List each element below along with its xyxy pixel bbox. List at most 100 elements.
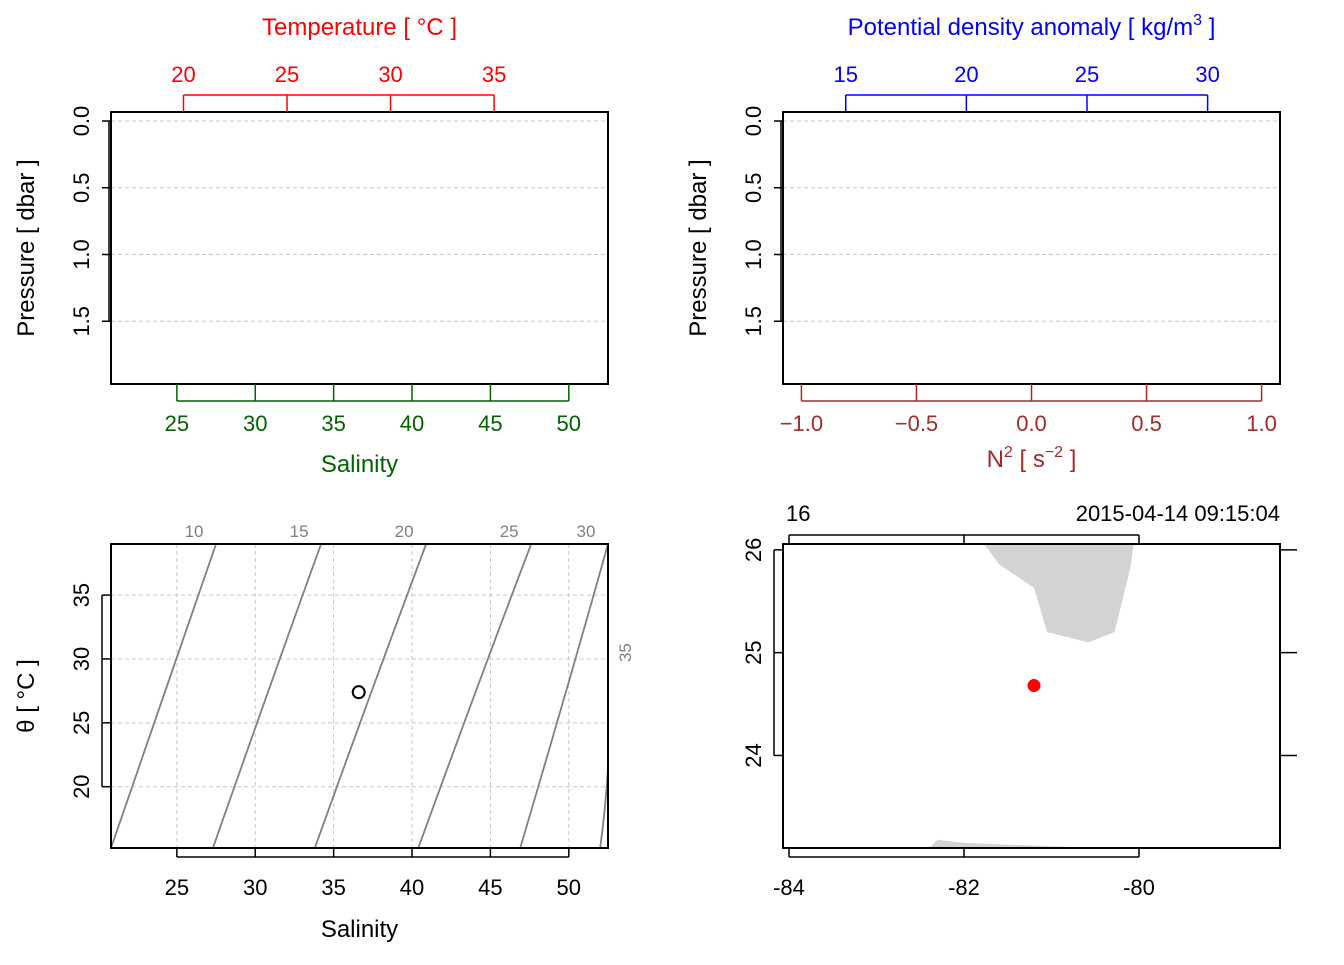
n2-axis-title-sup2: −2 <box>1045 444 1063 461</box>
ts-profile-frame <box>110 111 609 385</box>
density-axis-title-main: Potential density anomaly [ kg/m <box>848 14 1194 41</box>
isopycnal-line <box>111 544 217 848</box>
land-group <box>929 544 1134 848</box>
land-polygon <box>929 839 1096 848</box>
pressure-tick-label: 1.0 <box>69 239 94 270</box>
pressure-tick-label-group: 1.5 <box>69 306 94 337</box>
isopycnal-label: 25 <box>500 522 519 541</box>
temperature-tick-label: 35 <box>482 62 506 87</box>
theta-tick-label: 30 <box>69 647 94 671</box>
temperature-tick-label: 30 <box>378 62 402 87</box>
salinity-tick-label: 25 <box>165 875 189 900</box>
salinity-axis-title: Salinity <box>321 451 398 478</box>
isopycnal-line <box>313 544 427 848</box>
ts-ylabel-group: θ [ °C ] <box>13 659 40 733</box>
map-frame <box>782 543 1281 849</box>
pressure-tick-label-group: 1.0 <box>741 239 766 270</box>
isopycnal-label: 20 <box>395 522 414 541</box>
n2-axis-title: N2 [ s−2 ] <box>987 444 1077 473</box>
pressure-tick-label: 0.0 <box>69 106 94 137</box>
latitude-tick-label: 25 <box>741 640 766 664</box>
station-label: 16 <box>786 501 810 526</box>
salinity-tick-label: 30 <box>243 875 267 900</box>
salinity-tick-label: 35 <box>321 411 345 436</box>
n2-axis-title-main: N <box>987 446 1004 473</box>
station-marker <box>1027 679 1041 693</box>
pressure-tick-label: 1.0 <box>741 239 766 270</box>
latitude-tick-label-group: 24 <box>741 743 766 767</box>
pressure-tick-label: 0.5 <box>69 172 94 203</box>
salinity-tick-label: 25 <box>165 411 189 436</box>
n2-tick-label: 1.0 <box>1246 411 1277 436</box>
theta-tick-label: 25 <box>69 711 94 735</box>
density-tick-label: 30 <box>1195 62 1219 87</box>
salinity-tick-label: 45 <box>478 875 502 900</box>
ts-data-point <box>351 685 366 700</box>
n2-tick-label: −1.0 <box>780 411 823 436</box>
latitude-tick-label: 24 <box>741 743 766 767</box>
ts-ylabel: θ [ °C ] <box>13 659 40 733</box>
density-tick-label: 15 <box>833 62 857 87</box>
ts-diagram-frame <box>110 543 609 849</box>
salinity-tick-label: 50 <box>557 411 581 436</box>
theta-tick-label-group: 20 <box>69 774 94 798</box>
density-tick-label: 25 <box>1075 62 1099 87</box>
theta-tick-label: 35 <box>69 583 94 607</box>
theta-tick-label-group: 25 <box>69 711 94 735</box>
pressure-tick-label-group: 0.0 <box>741 106 766 137</box>
temperature-tick-label: 25 <box>275 62 299 87</box>
temperature-axis-title: Temperature [ °C ] <box>262 14 457 41</box>
salinity-tick-label: 50 <box>557 875 581 900</box>
isopycnal-group <box>111 544 608 848</box>
longitude-tick-label: -80 <box>1123 875 1155 900</box>
isopycnal-label: 15 <box>290 522 309 541</box>
density-axis-title-sup: 3 <box>1193 12 1202 29</box>
pressure-tick-label-group: 0.5 <box>741 172 766 203</box>
n2-tick-label: −0.5 <box>895 411 938 436</box>
n2-axis-title-sup: 2 <box>1004 444 1013 461</box>
longitude-tick-label: -84 <box>773 875 805 900</box>
salinity-tick-label: 30 <box>243 411 267 436</box>
density-axis-title: Potential density anomaly [ kg/m3 ] <box>848 12 1216 41</box>
isopycnal-line <box>417 544 533 848</box>
land-polygon <box>984 544 1134 643</box>
pressure-axis-title-group: Pressure [ dbar ] <box>13 159 40 336</box>
temperature-tick-label: 20 <box>171 62 195 87</box>
isopycnal-line <box>599 664 608 848</box>
latitude-tick-label-group: 25 <box>741 640 766 664</box>
ts-xlabel: Salinity <box>321 916 398 943</box>
salinity-tick-label: 40 <box>400 411 424 436</box>
pressure-tick-label: 1.5 <box>69 306 94 337</box>
theta-tick-label-group: 35 <box>69 583 94 607</box>
pressure-tick-label-group: 0.0 <box>69 106 94 137</box>
n2-tick-label: 0.0 <box>1016 411 1047 436</box>
latitude-tick-label: 26 <box>741 538 766 562</box>
n2-axis-title-mid: [ s <box>1013 446 1045 473</box>
pressure-tick-label: 1.5 <box>741 306 766 337</box>
density-axis-title-end: ] <box>1202 14 1215 41</box>
n2-tick-label: 0.5 <box>1131 411 1162 436</box>
isopycnal-line <box>519 544 608 848</box>
isopycnal-label: 35 <box>616 643 635 662</box>
pressure-tick-label-group: 1.5 <box>741 306 766 337</box>
longitude-tick-label: -82 <box>948 875 980 900</box>
n2-axis-title-end: ] <box>1063 446 1076 473</box>
isopycnal-label: 30 <box>577 522 596 541</box>
station-datetime: 2015-04-14 09:15:04 <box>1076 501 1280 526</box>
density-profile-frame <box>782 111 1281 385</box>
isopycnal-line <box>212 544 322 848</box>
salinity-tick-label: 45 <box>478 411 502 436</box>
pressure-tick-label: 0.0 <box>741 106 766 137</box>
pressure-axis-title: Pressure [ dbar ] <box>13 159 40 336</box>
pressure-tick-label-group: 0.5 <box>69 172 94 203</box>
density-tick-label: 20 <box>954 62 978 87</box>
pressure-axis-title-group: Pressure [ dbar ] <box>685 159 712 336</box>
pressure-tick-label-group: 1.0 <box>69 239 94 270</box>
isopycnal-label: 10 <box>185 522 204 541</box>
theta-tick-label: 20 <box>69 774 94 798</box>
pressure-axis-title: Pressure [ dbar ] <box>685 159 712 336</box>
salinity-tick-label: 35 <box>321 875 345 900</box>
isopycnal-label-group: 35 <box>616 643 635 662</box>
